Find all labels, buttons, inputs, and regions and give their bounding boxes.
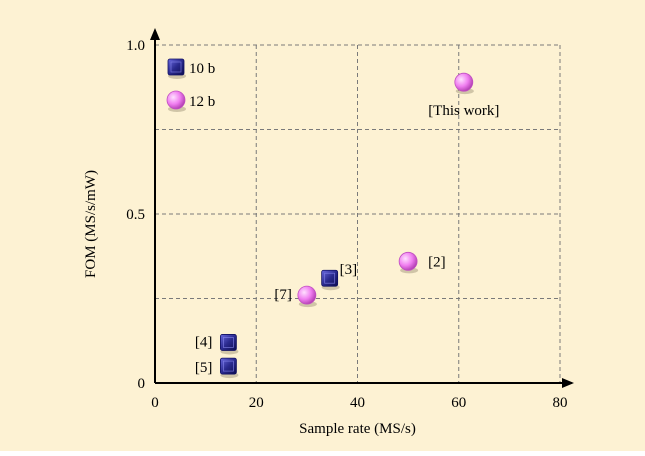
circle-marker: [297, 285, 317, 305]
x-tick-label: 80: [553, 395, 568, 411]
point-label: [4]: [195, 334, 213, 350]
point-label: [2]: [428, 254, 446, 270]
legend-label: 10 b: [189, 61, 215, 77]
square-marker-bevel: [223, 360, 234, 372]
square-marker: [167, 58, 185, 76]
x-tick-label: 20: [249, 395, 264, 411]
data-points: [220, 72, 474, 379]
square-marker-bevel: [324, 272, 336, 284]
point-label: [This work]: [428, 103, 499, 119]
legend: 10 b 12 b: [166, 58, 215, 112]
tick-labels: 0 20 40 60 80 0 0.5 1.0: [126, 38, 567, 411]
legend-marker: [166, 90, 186, 112]
x-tick-label: 0: [151, 395, 159, 411]
circle-marker: [454, 72, 474, 92]
data-point-10b: [220, 357, 239, 379]
circle-marker: [166, 90, 186, 110]
square-marker: [220, 357, 237, 375]
x-axis-title: Sample rate (MS/s): [299, 421, 416, 437]
data-point-12b: [454, 72, 474, 95]
y-tick-label: 0.5: [126, 207, 145, 223]
y-tick-label: 1.0: [126, 38, 145, 54]
point-label: [3]: [340, 262, 358, 278]
point-labels: [3] [4] [5] [This work] [2] [7]: [195, 103, 500, 376]
point-label: [5]: [195, 360, 213, 376]
x-tick-label: 60: [451, 395, 466, 411]
point-label: [7]: [274, 287, 292, 303]
circle-marker: [398, 251, 418, 271]
data-point-12b: [297, 285, 317, 308]
x-tick-label: 40: [350, 395, 365, 411]
data-point-12b: [398, 251, 419, 274]
legend-marker: [167, 58, 186, 79]
x-axis-arrow-icon: [562, 378, 574, 388]
y-axis-title: FOM (MS/s/mW): [83, 170, 99, 278]
square-marker-bevel: [223, 337, 234, 348]
axes: [150, 28, 574, 388]
y-axis-arrow-icon: [150, 28, 160, 40]
square-marker-bevel: [170, 61, 182, 73]
square-marker: [220, 334, 237, 351]
y-tick-label: 0: [138, 376, 146, 392]
grid-lines: [155, 44, 561, 383]
data-point-10b: [220, 334, 239, 355]
legend-label: 12 b: [189, 94, 215, 110]
data-point-10b: [321, 269, 340, 291]
square-marker: [321, 269, 339, 287]
